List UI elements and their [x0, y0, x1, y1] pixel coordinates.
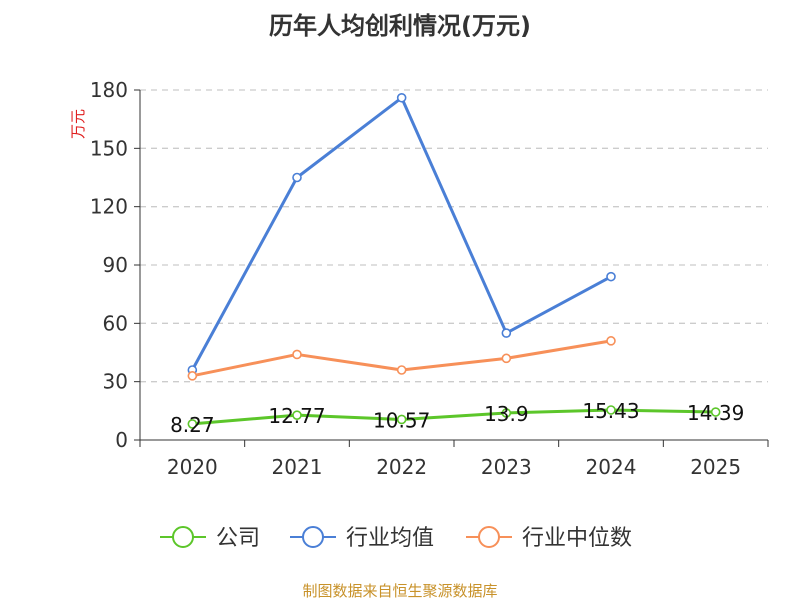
chart-title: 历年人均创利情况(万元): [269, 12, 531, 40]
x-tick-label: 2025: [690, 455, 741, 479]
data-point: [396, 365, 407, 375]
legend-label: 行业中位数: [522, 526, 632, 551]
source-note: 制图数据来自恒生聚源数据库: [302, 582, 497, 600]
data-label: 12.77: [268, 404, 325, 428]
x-tick-label: 2023: [481, 455, 532, 479]
data-label: 14.39: [687, 401, 744, 425]
data-label: 15.43: [582, 399, 639, 423]
data-point: [187, 419, 198, 429]
y-tick-label: 180: [90, 78, 128, 102]
legend-label: 公司: [216, 526, 260, 551]
legend-marker-icon: [172, 526, 194, 548]
y-tick-label: 30: [103, 370, 128, 394]
data-point: [292, 349, 302, 360]
y-tick-label: 120: [90, 195, 128, 219]
axes: 0 30 60 90 120 150 180 2020 2021 2022 2023 2024 2025: [90, 78, 769, 479]
data-point: [606, 405, 616, 415]
y-tick-label: 60: [103, 311, 128, 335]
data-point: [501, 353, 512, 364]
legend-marker-icon: [302, 526, 324, 548]
data-label: 8.27: [170, 413, 215, 437]
y-axis-unit: 万元: [69, 109, 87, 139]
data-point: [396, 92, 407, 103]
y-tick-label: 90: [103, 253, 128, 277]
series-line-0: [192, 408, 716, 426]
data-labels: 8.27 12.77 10.57 13.9 15.43 14.39: [170, 399, 744, 437]
data-label: 10.57: [373, 408, 430, 432]
y-tick-label: 150: [90, 136, 128, 160]
legend: 公司 行业均值 行业中位数: [160, 526, 632, 551]
data-point: [187, 371, 198, 381]
x-tick-label: 2024: [586, 455, 637, 479]
data-point: [292, 410, 302, 420]
data-point: [501, 328, 512, 338]
data-point: [606, 336, 616, 346]
data-label: 13.9: [484, 402, 529, 426]
data-point: [396, 414, 407, 425]
series-line-1: [191, 96, 612, 371]
legend-item[interactable]: 行业均值: [290, 526, 434, 551]
series-layer: [187, 92, 721, 429]
data-point: [501, 408, 512, 418]
x-tick-label: 2022: [376, 455, 427, 479]
legend-item[interactable]: 公司: [160, 526, 260, 551]
data-point: [606, 271, 616, 282]
x-tick-label: 2021: [272, 455, 323, 479]
x-tick-label: 2020: [167, 455, 218, 479]
y-tick-label: 0: [115, 428, 128, 452]
legend-item[interactable]: 行业中位数: [466, 526, 632, 551]
legend-marker-icon: [478, 526, 500, 548]
data-point: [710, 407, 721, 417]
legend-label: 行业均值: [346, 526, 434, 551]
data-point: [292, 172, 302, 183]
gridlines: [140, 89, 768, 383]
